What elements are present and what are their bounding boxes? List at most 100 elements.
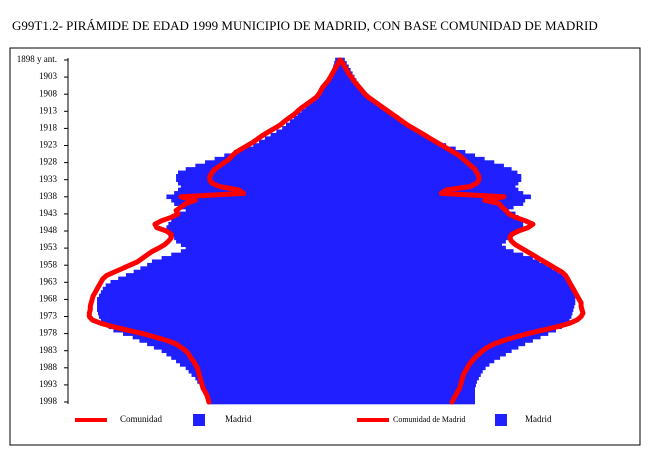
legend-label: Comunidad	[120, 414, 162, 424]
bar	[202, 386, 340, 391]
bar	[161, 256, 340, 261]
legend-label: Madrid	[525, 414, 552, 424]
bar	[324, 85, 340, 90]
bar	[98, 293, 340, 299]
bar	[340, 197, 526, 203]
y-tick-label: 1988	[39, 362, 58, 372]
bar	[132, 334, 340, 340]
bar	[209, 399, 340, 405]
bar	[133, 269, 340, 275]
bar	[340, 379, 477, 384]
bar	[340, 146, 456, 152]
bar	[204, 389, 340, 395]
bar	[340, 191, 524, 196]
bar	[340, 81, 359, 87]
bar	[340, 95, 369, 100]
bar	[191, 372, 340, 377]
bar	[97, 300, 340, 306]
bar	[340, 355, 501, 360]
bar	[113, 327, 341, 333]
bar	[147, 341, 340, 347]
y-tick-label: 1908	[39, 88, 58, 98]
bar	[340, 177, 522, 183]
bar	[98, 314, 340, 319]
bar	[340, 273, 564, 278]
bar	[200, 382, 340, 388]
bar	[166, 228, 340, 234]
bar	[309, 102, 340, 107]
bar	[340, 129, 420, 135]
bar	[139, 338, 340, 343]
bar	[340, 259, 540, 265]
bar	[340, 341, 526, 347]
bar	[340, 372, 481, 377]
bar	[331, 71, 340, 76]
bar	[206, 396, 340, 401]
bar	[340, 201, 524, 206]
bar	[340, 112, 392, 118]
bar	[340, 170, 518, 176]
bar	[174, 235, 340, 241]
bar	[340, 126, 414, 131]
bar	[320, 91, 340, 97]
line	[86, 57, 343, 405]
bar	[97, 297, 340, 302]
bar	[340, 194, 531, 200]
bar	[340, 351, 506, 357]
bar	[340, 211, 516, 217]
bar	[340, 85, 361, 90]
chart-title: G99T1.2- PIRÁMIDE DE EDAD 1999 MUNICIPIO…	[12, 18, 598, 33]
bar	[224, 153, 340, 159]
y-tick-label: 1913	[39, 105, 58, 115]
bar	[340, 204, 514, 210]
bar	[340, 262, 547, 268]
bar	[340, 375, 479, 381]
bar	[178, 180, 340, 186]
bar	[270, 132, 340, 138]
bar	[340, 245, 506, 251]
bar	[340, 136, 431, 141]
bar	[340, 221, 524, 227]
bar	[289, 119, 340, 124]
legend-label: Madrid	[225, 414, 252, 424]
bar	[340, 317, 570, 323]
bar	[185, 167, 340, 172]
bar	[168, 232, 340, 237]
bar	[340, 228, 520, 234]
bar	[328, 78, 340, 83]
bar	[176, 358, 340, 364]
bar	[176, 211, 340, 217]
bar	[340, 283, 572, 289]
bar	[301, 108, 340, 114]
bar	[340, 293, 576, 299]
bar	[340, 119, 402, 124]
bar	[197, 379, 340, 384]
bar	[340, 331, 549, 336]
bar	[340, 256, 533, 261]
bar	[282, 126, 340, 131]
y-tick-label: 1923	[39, 140, 58, 150]
bar	[233, 150, 340, 155]
bar	[340, 91, 366, 97]
bar	[340, 362, 490, 367]
y-tick-label: 1993	[39, 379, 58, 389]
bar	[105, 283, 340, 289]
bar	[340, 334, 541, 340]
bar	[340, 327, 556, 333]
bar	[340, 396, 475, 401]
bar	[340, 279, 570, 285]
bar	[340, 102, 377, 107]
bar	[174, 201, 340, 206]
line	[337, 57, 586, 405]
bar	[110, 279, 340, 285]
bar	[100, 290, 340, 295]
bar	[180, 204, 340, 210]
bar	[340, 88, 363, 94]
bar	[171, 252, 340, 258]
bar	[340, 269, 558, 275]
bar	[340, 132, 425, 138]
bar	[195, 375, 340, 381]
bar	[153, 344, 340, 350]
bar	[185, 365, 340, 371]
